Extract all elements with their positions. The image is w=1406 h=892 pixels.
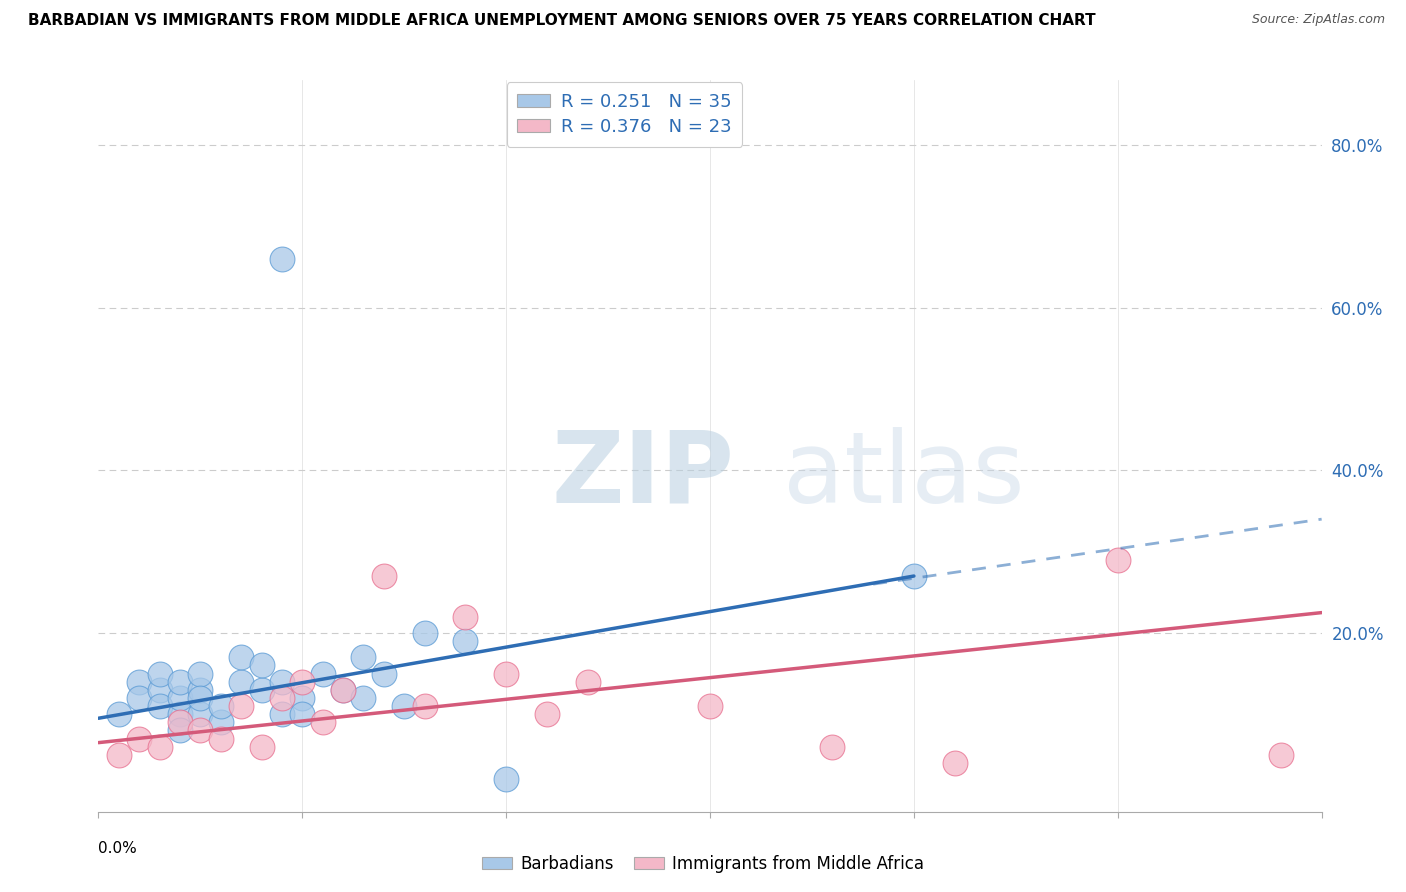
Legend: R = 0.251   N = 35, R = 0.376   N = 23: R = 0.251 N = 35, R = 0.376 N = 23 — [506, 82, 742, 147]
Point — [495, 666, 517, 681]
Point — [576, 674, 599, 689]
Point — [413, 699, 436, 714]
Point — [149, 699, 172, 714]
Point — [169, 674, 191, 689]
Point — [332, 682, 354, 697]
Point — [495, 772, 517, 787]
Point — [169, 707, 191, 722]
Point — [231, 699, 253, 714]
Point — [536, 707, 558, 722]
Text: ZIP: ZIP — [551, 426, 734, 524]
Point — [454, 609, 477, 624]
Point — [128, 674, 150, 689]
Point — [291, 674, 314, 689]
Point — [270, 674, 292, 689]
Point — [108, 747, 131, 762]
Point — [291, 690, 314, 705]
Point — [250, 682, 273, 697]
Point — [169, 690, 191, 705]
Point — [413, 626, 436, 640]
Point — [188, 666, 212, 681]
Point — [250, 739, 273, 754]
Point — [209, 699, 232, 714]
Point — [149, 739, 172, 754]
Point — [373, 666, 395, 681]
Point — [128, 731, 150, 746]
Point — [270, 707, 292, 722]
Point — [169, 715, 191, 730]
Text: Source: ZipAtlas.com: Source: ZipAtlas.com — [1251, 13, 1385, 27]
Point — [352, 690, 374, 705]
Point — [1270, 747, 1292, 762]
Point — [903, 569, 925, 583]
Point — [231, 650, 253, 665]
Point — [209, 715, 232, 730]
Point — [373, 569, 395, 583]
Point — [250, 658, 273, 673]
Legend: Barbadians, Immigrants from Middle Africa: Barbadians, Immigrants from Middle Afric… — [475, 848, 931, 880]
Point — [128, 690, 150, 705]
Text: 0.0%: 0.0% — [98, 841, 138, 856]
Point — [332, 682, 354, 697]
Point — [821, 739, 844, 754]
Point — [188, 723, 212, 738]
Point — [352, 650, 374, 665]
Point — [149, 666, 172, 681]
Point — [188, 690, 212, 705]
Point — [454, 634, 477, 648]
Point — [291, 707, 314, 722]
Text: BARBADIAN VS IMMIGRANTS FROM MIDDLE AFRICA UNEMPLOYMENT AMONG SENIORS OVER 75 YE: BARBADIAN VS IMMIGRANTS FROM MIDDLE AFRI… — [28, 13, 1095, 29]
Point — [699, 699, 721, 714]
Text: atlas: atlas — [783, 426, 1025, 524]
Point — [270, 252, 292, 266]
Point — [943, 756, 966, 770]
Point — [231, 674, 253, 689]
Point — [1107, 553, 1129, 567]
Point — [270, 690, 292, 705]
Point — [311, 666, 335, 681]
Point — [108, 707, 131, 722]
Point — [169, 723, 191, 738]
Point — [392, 699, 416, 714]
Point — [149, 682, 172, 697]
Point — [188, 707, 212, 722]
Point — [311, 715, 335, 730]
Point — [209, 731, 232, 746]
Point — [188, 682, 212, 697]
